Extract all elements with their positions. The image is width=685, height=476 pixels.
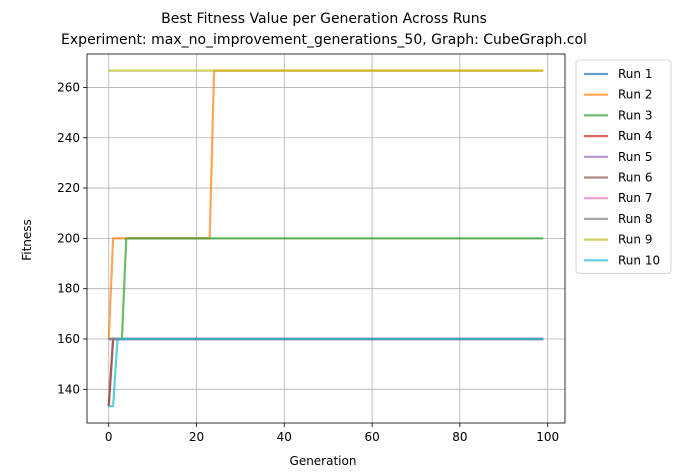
series-line-run-4 (107, 337, 544, 407)
legend-item: Run 9 (584, 233, 652, 247)
legend-label: Run 2 (618, 88, 652, 102)
legend-label: Run 1 (618, 67, 652, 81)
legend-label: Run 6 (618, 171, 652, 185)
y-tick-label: 220 (57, 181, 80, 195)
y-tick-label: 260 (57, 80, 80, 94)
x-axis-label: Generation (290, 454, 357, 468)
y-tick-label: 160 (57, 332, 80, 346)
x-tick-label: 80 (452, 430, 467, 444)
legend-item: Run 4 (584, 129, 652, 143)
series-line-run-2 (107, 69, 544, 340)
x-tick-label: 60 (364, 430, 379, 444)
y-tick-label: 180 (57, 282, 80, 296)
x-tick-label: 20 (189, 430, 204, 444)
legend-label: Run 7 (618, 191, 652, 205)
chart-title: Best Fitness Value per Generation Across… (161, 11, 487, 27)
legend-item: Run 3 (584, 108, 652, 122)
legend-label: Run 3 (618, 108, 652, 122)
legend: Run 1 Run 2 Run 3 Run 4 Run 5 Run 6 Run 7 Run 8… (575, 59, 672, 274)
y-tick-label: 200 (57, 231, 80, 245)
y-axis-label: Fitness (20, 219, 34, 261)
legend-item: Run 6 (584, 171, 652, 185)
legend-item: Run 7 (584, 191, 652, 205)
series-line-run-6 (107, 337, 544, 407)
x-tick-label: 100 (536, 430, 559, 444)
series-lines (107, 69, 544, 408)
legend-item: Run 2 (584, 88, 652, 102)
legend-item: Run 5 (584, 150, 652, 164)
y-tick-label: 240 (57, 131, 80, 145)
series-line-run-10 (108, 337, 544, 408)
legend-item: Run 1 (584, 67, 652, 81)
legend-item: Run 10 (584, 253, 660, 267)
legend-label: Run 9 (618, 233, 652, 247)
legend-label: Run 10 (618, 253, 660, 267)
y-tick-label: 140 (57, 382, 80, 396)
legend-label: Run 4 (618, 129, 652, 143)
legend-label: Run 5 (618, 150, 652, 164)
axis-ticks: 0 20 40 60 80 100 140 160 180 200 220 240 260 (57, 80, 559, 444)
x-tick-label: 0 (105, 430, 113, 444)
x-tick-label: 40 (277, 430, 292, 444)
legend-label: Run 8 (618, 212, 652, 226)
chart-subtitle: Experiment: max_no_improvement_generatio… (61, 32, 587, 48)
legend-item: Run 8 (584, 212, 652, 226)
